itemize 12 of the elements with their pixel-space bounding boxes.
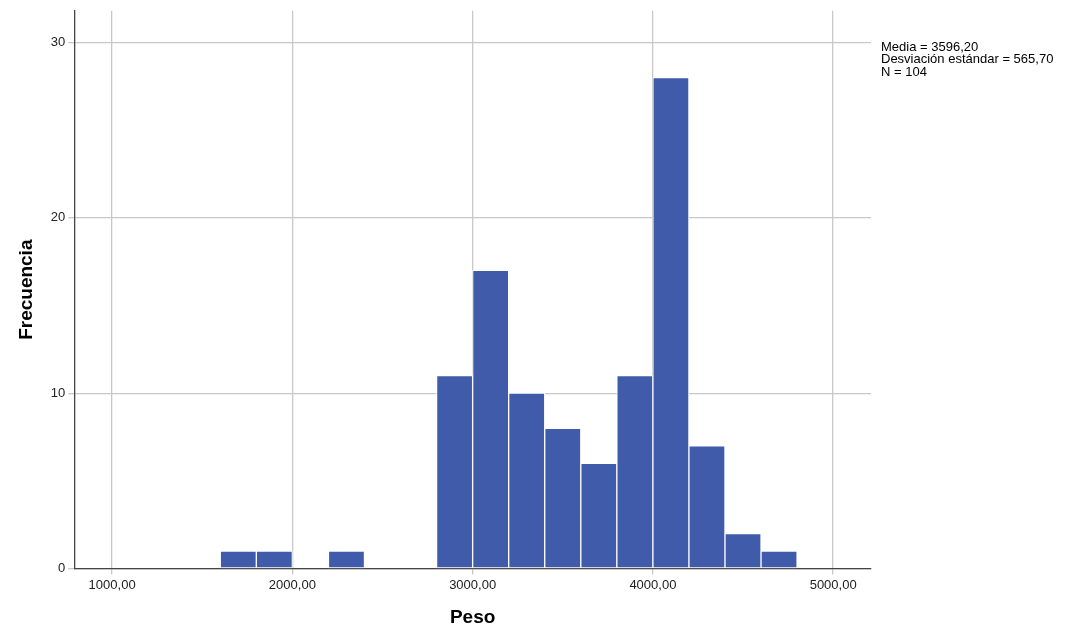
text: Media = 3596,20 — [881, 38, 979, 54]
x-tick-label: 3000,00 — [449, 576, 497, 592]
x-tick-label: 4000,00 — [629, 576, 677, 592]
x-tick-label: 2000,00 — [268, 576, 316, 592]
y-axis-title: Frecuencia — [14, 239, 36, 340]
y-tick-label: 0 — [58, 560, 66, 576]
x-axis-title: Peso — [449, 605, 496, 627]
y-tick-label: 20 — [50, 209, 66, 225]
x-tick-label: 1000,00 — [88, 576, 136, 592]
x-tick-label: 5000,00 — [809, 576, 857, 592]
y-tick-label: 10 — [50, 384, 66, 400]
y-tick-label: 30 — [50, 33, 66, 49]
